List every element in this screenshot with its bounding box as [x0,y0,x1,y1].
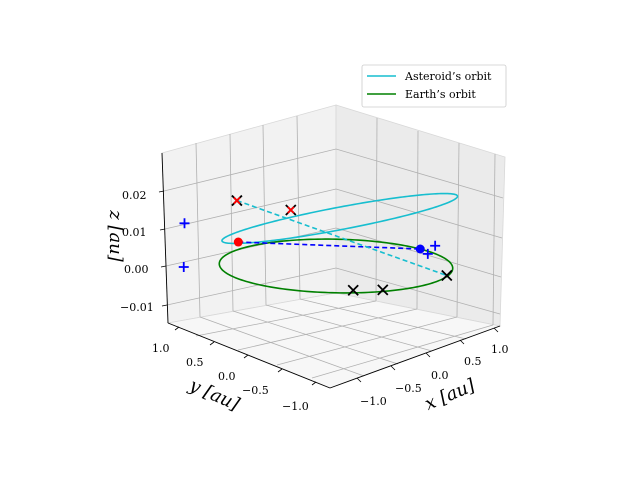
z-axis-line [161,152,169,324]
z-tick-labels: 0.02 0.01 0.00 −0.01 [120,189,154,314]
blue-plus-marker [430,240,441,251]
asteroid-position-point [233,237,243,247]
y-tick-label: −0.5 [242,384,269,397]
axes-panes [161,104,506,389]
dashed-line-blue [238,241,421,250]
x-tick-label: −0.5 [395,382,422,395]
y-axis-line [167,322,331,389]
x-tick-label: 1.0 [491,343,509,356]
blue-plus-marker [179,218,190,229]
tick-marks [158,190,499,386]
x-axis-line [329,325,501,389]
y-tick-label: 1.0 [152,342,170,355]
earth-position-point [415,244,425,254]
x-tick-label: 0.5 [464,355,482,368]
y-tick-labels: 1.0 0.5 0.0 −0.5 −1.0 [152,342,309,413]
blue-plus-marker [422,248,433,259]
plot-area [178,192,459,296]
z-tick-label: −0.01 [120,301,154,314]
asteroid-orbit-line [221,192,459,245]
legend-box [361,64,507,108]
pane-left [161,104,337,324]
y-tick-label: 0.5 [186,356,204,369]
blue-plus-marker [178,262,189,272]
black-cross-marker [441,269,453,282]
legend: Asteroid’s orbit Earth’s orbit [361,64,507,108]
y-tick-label: −1.0 [282,400,309,413]
earth-orbit-line [218,238,454,294]
black-cross-marker [347,284,359,296]
x-tick-label: −1.0 [360,395,387,408]
red-cross-marker [287,206,295,214]
x-tick-label: 0.0 [431,369,449,382]
black-cross-marker [377,284,389,296]
z-tick-label: 0.01 [122,226,147,239]
legend-asteroid-label: Asteroid’s orbit [404,70,492,83]
grid-lines [163,115,504,379]
dashed-line-cyan [236,199,448,277]
y-tick-label: 0.0 [218,370,236,383]
red-cross-marker [233,196,241,205]
x-tick-labels: −1.0 −0.5 0.0 0.5 1.0 [360,343,509,408]
axis-lines [161,152,501,389]
z-tick-label: 0.02 [122,189,147,202]
legend-earth-label: Earth’s orbit [405,88,476,101]
z-axis-label: z [au] [105,209,126,263]
z-tick-label: 0.00 [124,263,149,276]
